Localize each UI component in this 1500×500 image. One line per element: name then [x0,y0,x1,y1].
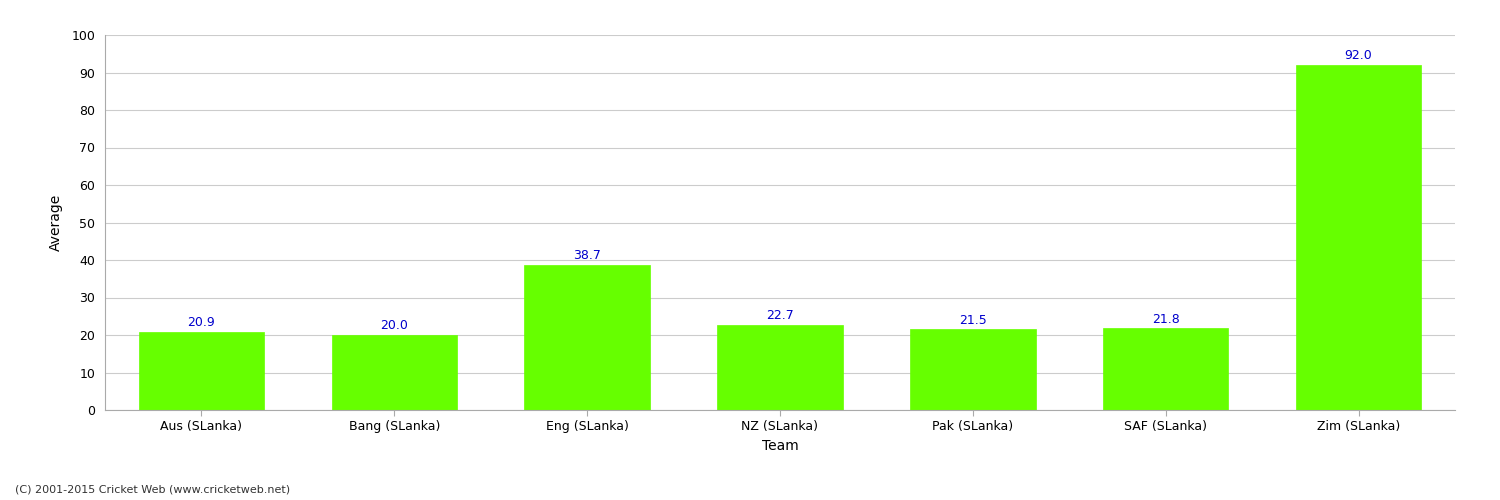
Y-axis label: Average: Average [50,194,63,251]
Bar [525,265,650,410]
Text: 21.5: 21.5 [958,314,987,327]
Text: 20.0: 20.0 [381,320,408,332]
Text: 22.7: 22.7 [766,309,794,322]
Bar [140,332,264,410]
Text: 20.9: 20.9 [188,316,216,329]
Text: 92.0: 92.0 [1344,50,1372,62]
Bar [332,335,458,410]
Bar [910,330,1035,410]
Text: 38.7: 38.7 [573,249,602,262]
Bar [1296,65,1420,410]
Bar [1102,328,1228,410]
Text: 21.8: 21.8 [1152,312,1179,326]
Text: (C) 2001-2015 Cricket Web (www.cricketweb.net): (C) 2001-2015 Cricket Web (www.cricketwe… [15,485,290,495]
X-axis label: Team: Team [762,439,798,453]
Bar [717,325,843,410]
